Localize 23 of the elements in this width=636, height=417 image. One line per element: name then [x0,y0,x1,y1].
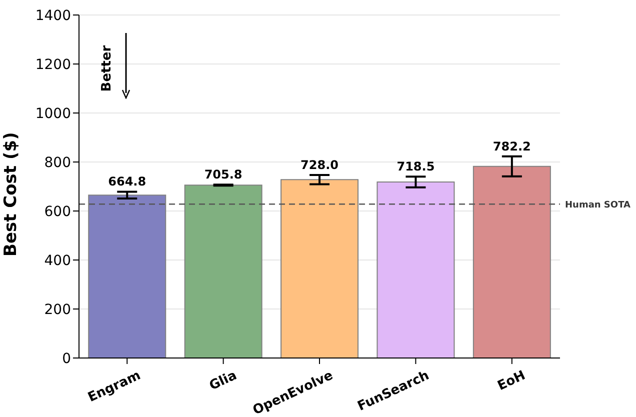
annotation: Better [100,44,115,92]
y-tick-label: 1400 [35,8,71,24]
y-tick-label: 400 [44,252,71,269]
ref-line-label: Human SOTA [565,200,631,210]
bar [184,184,262,358]
data-label: 728.0 [300,158,339,172]
data-label: 782.2 [492,139,531,154]
data-label: 718.5 [396,160,435,174]
bar [88,194,166,358]
bar [376,181,455,358]
x-tick-label: EoH [495,368,528,394]
y-axis-title: Best Cost ($) [1,132,22,256]
y-tick-label: 200 [44,302,71,318]
bar [280,179,359,358]
bar [472,166,551,358]
y-tick-label: 1000 [35,106,71,122]
data-label: 705.8 [204,168,242,182]
y-tick-label: 600 [44,204,71,220]
y-tick-label: 1200 [35,56,71,73]
x-tick-label: Glia [207,368,240,394]
data-label: 664.8 [108,174,146,189]
y-tick-label: 0 [62,350,71,367]
y-tick-label: 800 [44,154,71,171]
